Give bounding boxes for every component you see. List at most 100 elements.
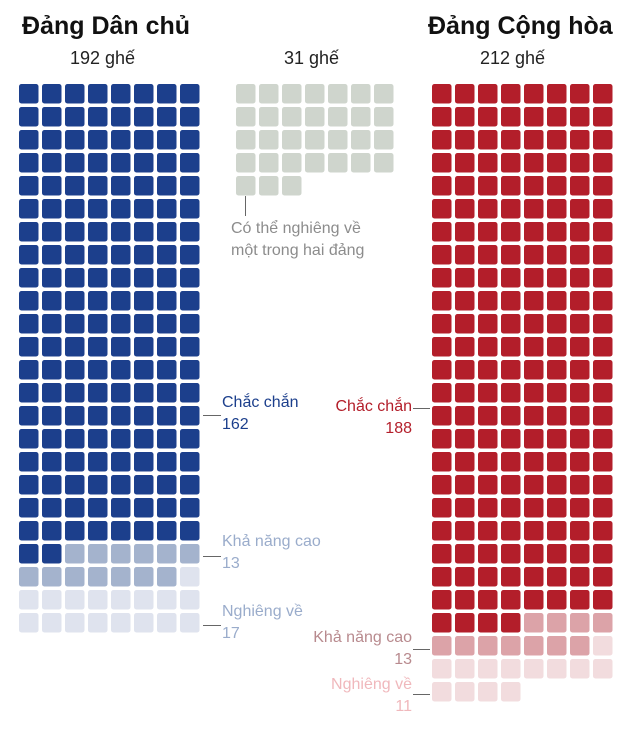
rep-likely-label-value: 13 bbox=[394, 651, 412, 668]
democrat-seat-square bbox=[157, 452, 177, 472]
tossup-seat-square bbox=[351, 107, 371, 127]
democrat-seat-square bbox=[88, 291, 108, 311]
tossup-seat-square bbox=[305, 130, 325, 150]
democrat-seat-square bbox=[88, 153, 108, 173]
democrat-seat-square bbox=[42, 245, 62, 265]
republican-seat-square bbox=[432, 337, 452, 357]
republican-seat-square bbox=[547, 544, 567, 564]
republican-seat-square bbox=[455, 452, 475, 472]
republican-seat-square bbox=[524, 199, 544, 219]
democrat-seat-square bbox=[157, 544, 177, 564]
democrat-seat-square bbox=[180, 498, 200, 518]
tossup-seat-square bbox=[351, 130, 371, 150]
democrat-seat-square bbox=[157, 337, 177, 357]
republican-seat-square bbox=[478, 567, 498, 587]
republican-seat-square bbox=[570, 544, 590, 564]
democrat-seat-square bbox=[19, 452, 39, 472]
republican-seat-square bbox=[455, 268, 475, 288]
republican-seat-square bbox=[524, 636, 544, 656]
democrat-seat-square bbox=[42, 613, 62, 633]
democrat-seat-square bbox=[180, 383, 200, 403]
democrat-seat-square bbox=[134, 360, 154, 380]
democrat-seat-square bbox=[111, 383, 131, 403]
republican-seat-square bbox=[547, 659, 567, 679]
republican-seat-square bbox=[593, 291, 613, 311]
democrat-seat-square bbox=[134, 383, 154, 403]
republican-seat-square bbox=[524, 567, 544, 587]
republican-seat-square bbox=[547, 153, 567, 173]
tossup-seat-square bbox=[328, 130, 348, 150]
democrat-seat-square bbox=[111, 590, 131, 610]
democrat-seat-square bbox=[111, 153, 131, 173]
democrat-seat-square bbox=[19, 153, 39, 173]
democrat-seat-square bbox=[157, 222, 177, 242]
tossup-label-line1: Có thể nghiêng về bbox=[231, 220, 361, 237]
republican-seat-square bbox=[593, 475, 613, 495]
republican-seat-square bbox=[524, 383, 544, 403]
republican-seat-square bbox=[432, 452, 452, 472]
republican-seat-square bbox=[455, 199, 475, 219]
democrat-seat-square bbox=[65, 544, 85, 564]
republican-seat-square bbox=[432, 475, 452, 495]
democrat-seat-square bbox=[180, 268, 200, 288]
democrat-seat-square bbox=[19, 107, 39, 127]
republican-seat-square bbox=[570, 268, 590, 288]
republican-seat-square bbox=[547, 590, 567, 610]
republican-seat-square bbox=[501, 84, 521, 104]
democrat-seat-square bbox=[65, 84, 85, 104]
republican-seat-square bbox=[455, 107, 475, 127]
rep-lean-label-name: Nghiêng về bbox=[331, 676, 412, 693]
democrat-seat-square bbox=[134, 498, 154, 518]
democrat-seat-square bbox=[180, 567, 200, 587]
republican-seat-square bbox=[455, 84, 475, 104]
republican-seat-square bbox=[524, 613, 544, 633]
democrat-seat-square bbox=[134, 107, 154, 127]
republican-seat-square bbox=[432, 659, 452, 679]
republican-seat-square bbox=[432, 84, 452, 104]
republican-seat-square bbox=[570, 176, 590, 196]
republican-seat-square bbox=[593, 613, 613, 633]
tossup-seat-square bbox=[328, 107, 348, 127]
democrat-seat-square bbox=[42, 452, 62, 472]
republican-seat-square bbox=[501, 268, 521, 288]
republican-seat-square bbox=[501, 659, 521, 679]
republican-seat-square bbox=[524, 245, 544, 265]
democrat-seat-square bbox=[157, 406, 177, 426]
democrat-seat-square bbox=[180, 130, 200, 150]
democrat-seat-square bbox=[65, 222, 85, 242]
republican-seat-square bbox=[593, 337, 613, 357]
republican-seat-square bbox=[478, 544, 498, 564]
democrat-seat-square bbox=[180, 544, 200, 564]
democrat-seat-square bbox=[111, 521, 131, 541]
republican-seat-square bbox=[593, 659, 613, 679]
republican-seat-square bbox=[524, 498, 544, 518]
democrat-seat-square bbox=[111, 475, 131, 495]
rep-solid-label-name: Chắc chắn bbox=[335, 398, 413, 415]
democrat-seat-square bbox=[134, 406, 154, 426]
republican-seat-square bbox=[478, 452, 498, 472]
republican-seat-square bbox=[570, 475, 590, 495]
republican-seat-square bbox=[547, 107, 567, 127]
republican-seat-square bbox=[593, 176, 613, 196]
republican-seat-square bbox=[501, 107, 521, 127]
democrat-seat-square bbox=[157, 475, 177, 495]
democrat-seat-square bbox=[180, 199, 200, 219]
democrat-seat-square bbox=[19, 314, 39, 334]
democrat-seat-square bbox=[42, 567, 62, 587]
republican-seat-square bbox=[570, 590, 590, 610]
tossup-seat-square bbox=[282, 130, 302, 150]
democrat-seat-square bbox=[88, 521, 108, 541]
republican-seat-square bbox=[570, 636, 590, 656]
democrat-seat-square bbox=[180, 475, 200, 495]
republican-seat-square bbox=[593, 222, 613, 242]
democrat-seat-square bbox=[65, 291, 85, 311]
democrat-seat-square bbox=[19, 176, 39, 196]
republican-seat-square bbox=[593, 636, 613, 656]
republican-seat-square bbox=[501, 130, 521, 150]
democrat-seat-square bbox=[65, 567, 85, 587]
dem-lean-label-name: Nghiêng về bbox=[222, 603, 303, 620]
tossup-label-line2: một trong hai đảng bbox=[231, 242, 365, 259]
tossup-seat-square bbox=[236, 130, 256, 150]
republican-seat-square bbox=[570, 337, 590, 357]
rep-lean-leader-line bbox=[413, 694, 430, 695]
